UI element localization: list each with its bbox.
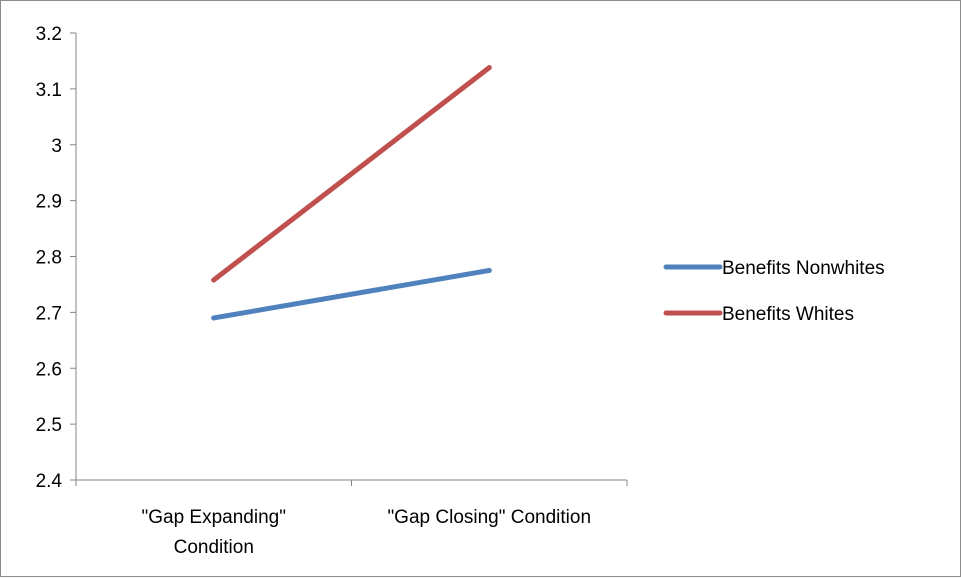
axes: 2.4 2.5 2.6 2.7 2.8 2.9 3 3.1 3.2 "Gap Expanding"… (36, 24, 628, 558)
x-tick-label: "Gap Closing" Condition (387, 507, 591, 528)
x-tick-label-line: "Gap Closing" Condition (387, 507, 591, 528)
data-point (486, 267, 492, 273)
x-tick-label-line: Condition (174, 537, 254, 558)
y-tick-label: 2.5 (36, 415, 62, 436)
y-tick-label: 2.9 (36, 192, 62, 213)
legend: Benefits Nonwhites Benefits Whites (663, 258, 885, 325)
series-line-1 (211, 65, 492, 283)
y-tick-label: 3.2 (36, 24, 62, 45)
y-tick-label: 2.6 (36, 359, 62, 380)
y-tick-label: 3 (51, 136, 62, 157)
y-tick-label: 3.1 (36, 80, 62, 101)
y-tick-label: 2.8 (36, 248, 62, 269)
y-tick-label: 2.7 (36, 303, 62, 324)
x-tick-label-line: "Gap Expanding" (142, 507, 286, 528)
x-tick-label: "Gap Expanding" Condition (142, 507, 286, 558)
legend-label: Benefits Nonwhites (722, 258, 885, 279)
data-point (211, 277, 217, 283)
data-point (486, 65, 492, 71)
y-tick-label: 2.4 (36, 471, 63, 492)
data-point (211, 315, 217, 321)
series-line-0 (211, 267, 492, 321)
plot-area (211, 65, 492, 321)
legend-label: Benefits Whites (722, 304, 854, 325)
